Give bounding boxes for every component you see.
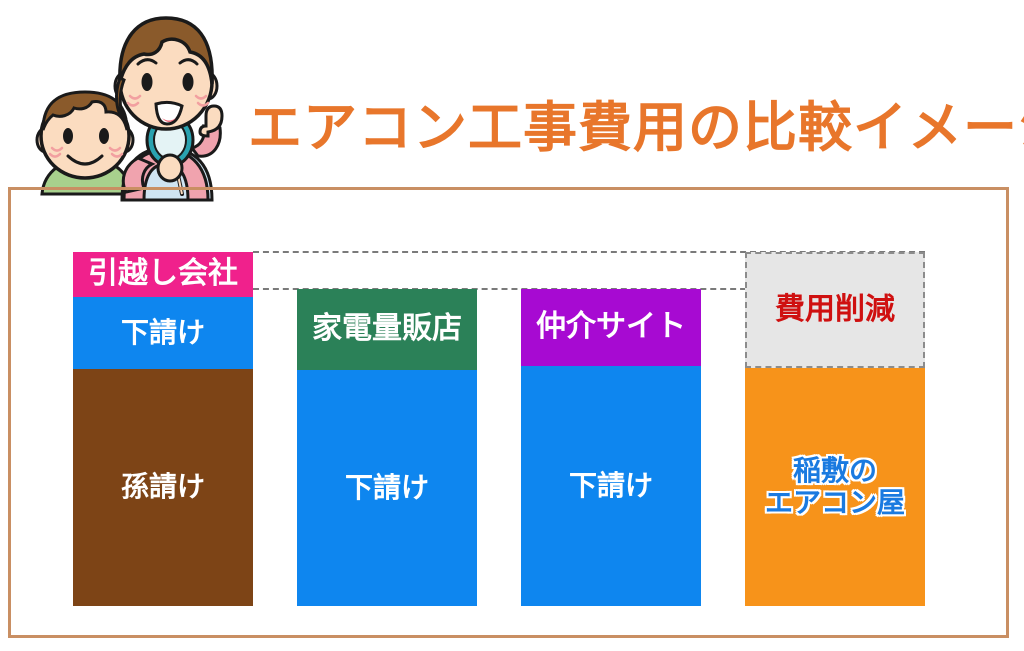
cartoon-characters-illustration <box>20 8 260 203</box>
bar-chukai-site: 仲介サイト 下請け <box>521 289 701 606</box>
segment-shitauke-3: 下請け <box>521 366 701 606</box>
segment-hiyo-sakugen: 費用削減 <box>745 252 925 368</box>
child-figure <box>35 90 135 196</box>
guide-line-top <box>253 251 925 253</box>
bar-kaden-ryohanten: 家電量販店 下請け <box>297 289 477 606</box>
segment-label-line-2: エアコン屋 <box>764 487 905 518</box>
segment-kaden-ryohanten: 家電量販店 <box>297 289 477 370</box>
segment-inashiki-aircon-ya: 稲敷の エアコン屋 <box>745 368 925 606</box>
bar-hikkoshi-gaisha: 引越し会社 下請け 孫請け <box>73 252 253 606</box>
segment-shitauke-1: 下請け <box>73 297 253 369</box>
content-frame <box>8 187 1009 638</box>
page-title: エアコン工事費用の比較イメージ <box>248 96 1024 159</box>
segment-label-line-1: 稲敷の <box>792 454 877 486</box>
bar-inashiki-aircon-ya: 費用削減 稲敷の エアコン屋 <box>745 252 925 606</box>
segment-hikkoshi-gaisha: 引越し会社 <box>73 252 253 297</box>
woman-figure <box>113 16 224 202</box>
segment-chukai-site: 仲介サイト <box>521 289 701 366</box>
segment-shitauke-2: 下請け <box>297 370 477 606</box>
segment-magouke: 孫請け <box>73 369 253 606</box>
